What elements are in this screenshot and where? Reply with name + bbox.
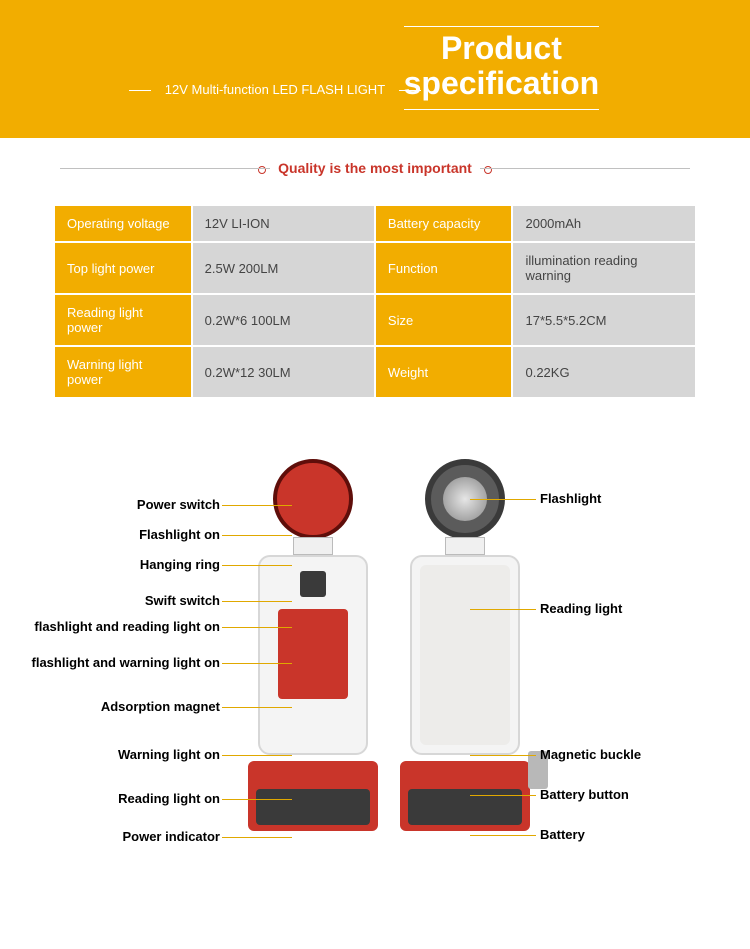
quality-text: Quality is the most important (278, 160, 472, 176)
product-front-view (400, 459, 530, 879)
quality-row: Quality is the most important (0, 138, 750, 198)
lead-line (222, 663, 292, 664)
lamp-neck (445, 537, 485, 555)
lamp-neck (293, 537, 333, 555)
spec-value: 0.2W*12 30LM (193, 347, 374, 397)
table-row: Operating voltage12V LI-IONBattery capac… (55, 206, 695, 241)
lead-line (470, 795, 536, 796)
battery-base (400, 761, 530, 831)
spec-value: 2.5W 200LM (193, 243, 374, 293)
product-back-view (248, 459, 378, 879)
lead-line (222, 601, 292, 602)
divider-line (60, 168, 270, 169)
header-banner: 12V Multi-function LED FLASH LIGHT Produ… (0, 0, 750, 138)
table-row: Warning light power0.2W*12 30LMWeight0.2… (55, 347, 695, 397)
spec-value: illumination reading warning (513, 243, 695, 293)
callout-label: Flashlight (540, 491, 601, 506)
callout-label: Battery button (540, 787, 629, 802)
spec-value: 17*5.5*5.2CM (513, 295, 695, 345)
lead-line (470, 755, 536, 756)
control-panel (278, 609, 348, 699)
callout-label: Flashlight on (139, 527, 220, 543)
lead-line (470, 609, 536, 610)
lead-line (222, 505, 292, 506)
callout-label: Magnetic buckle (540, 747, 641, 762)
spec-label: Warning light power (55, 347, 191, 397)
spec-label: Battery capacity (376, 206, 512, 241)
table-row: Reading light power0.2W*6 100LMSize17*5.… (55, 295, 695, 345)
lamp-head-back (273, 459, 353, 539)
lead-line (222, 837, 292, 838)
banner-title-line1: Product (441, 30, 562, 66)
lead-line (222, 707, 292, 708)
reading-light-panel (420, 565, 510, 745)
lamp-body-back (258, 555, 368, 755)
lead-line (470, 835, 536, 836)
spec-value: 0.2W*6 100LM (193, 295, 374, 345)
divider-line (480, 168, 690, 169)
dot-icon (258, 166, 266, 174)
spec-value: 12V LI-ION (193, 206, 374, 241)
callout-label: Adsorption magnet (101, 699, 220, 715)
product-diagram: Power switch Flashlight on Hanging ring Swi… (0, 429, 750, 949)
banner-subtitle: 12V Multi-function LED FLASH LIGHT (151, 82, 399, 97)
battery-base (248, 761, 378, 831)
spec-label: Top light power (55, 243, 191, 293)
power-switch-icon (300, 571, 326, 597)
spec-label: Function (376, 243, 512, 293)
banner-title-line2: specification (404, 65, 600, 101)
lead-line (470, 499, 536, 500)
callout-label: Battery (540, 827, 585, 842)
spec-label: Reading light power (55, 295, 191, 345)
callout-label: Hanging ring (140, 557, 220, 573)
callout-label: Warning light on (118, 747, 220, 763)
callout-label: Power indicator (122, 829, 220, 845)
callout-label: Reading light on (118, 791, 220, 807)
lead-line (222, 627, 292, 628)
lamp-body-front (410, 555, 520, 755)
spec-value: 0.22KG (513, 347, 695, 397)
spec-label: Operating voltage (55, 206, 191, 241)
lead-line (222, 755, 292, 756)
callout-label: Reading light (540, 601, 622, 616)
spec-label: Size (376, 295, 512, 345)
spec-label: Weight (376, 347, 512, 397)
lead-line (222, 535, 292, 536)
callout-label: flashlight and reading light on (34, 619, 220, 635)
battery-pack (256, 789, 370, 825)
table-row: Top light power2.5W 200LMFunctionillumin… (55, 243, 695, 293)
lead-line (222, 565, 292, 566)
lead-line (222, 799, 292, 800)
callout-label: Power switch (137, 497, 220, 513)
callout-label: Swift switch (145, 593, 220, 609)
spec-table: Operating voltage12V LI-IONBattery capac… (53, 204, 697, 399)
callout-label: flashlight and warning light on (32, 655, 221, 671)
spec-value: 2000mAh (513, 206, 695, 241)
dot-icon (484, 166, 492, 174)
banner-title: Product specification (404, 26, 600, 110)
